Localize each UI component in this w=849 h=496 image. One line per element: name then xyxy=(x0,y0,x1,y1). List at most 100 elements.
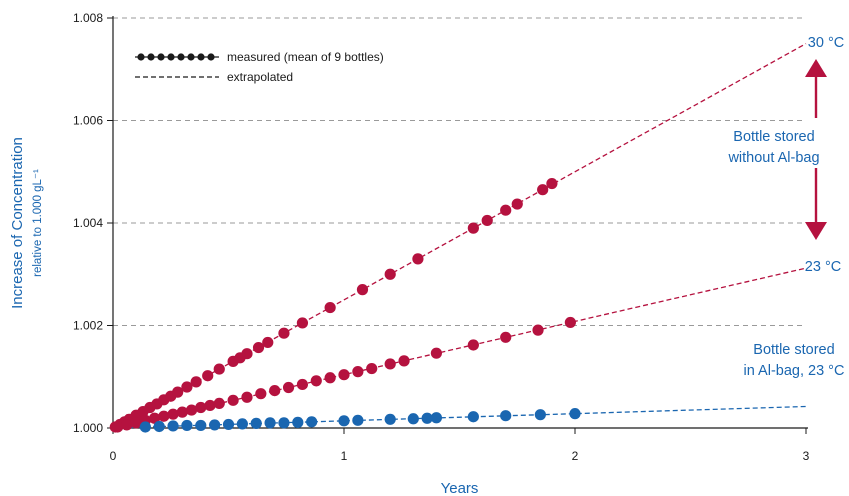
legend-marker xyxy=(137,53,145,61)
data-point xyxy=(139,421,151,433)
y-tick-label: 1.002 xyxy=(73,319,103,333)
data-point xyxy=(222,418,235,431)
data-point xyxy=(430,412,442,424)
data-point xyxy=(185,404,198,416)
data-point xyxy=(430,347,442,359)
x-tick-label: 3 xyxy=(803,449,810,463)
y-axis-title: Increase of Concentration xyxy=(9,137,26,309)
annotation-30c: 30 °C xyxy=(808,35,844,51)
data-point xyxy=(227,394,239,406)
data-point xyxy=(384,268,396,280)
data-point xyxy=(167,420,179,432)
data-point xyxy=(181,381,193,393)
legend-marker xyxy=(187,53,195,61)
data-point xyxy=(366,362,378,375)
data-point xyxy=(112,421,124,433)
data-point xyxy=(236,418,248,430)
data-point xyxy=(324,372,336,384)
data-point xyxy=(252,341,265,354)
data-point xyxy=(564,316,576,329)
data-point xyxy=(296,317,309,329)
annotation-without-al-bag: without Al-bag xyxy=(727,150,819,166)
annotations: 30 °C 23 °C Bottle stored without Al-bag Bot… xyxy=(727,35,844,379)
data-point xyxy=(181,419,193,432)
data-point xyxy=(278,417,290,429)
data-point xyxy=(282,381,295,394)
data-point xyxy=(153,420,165,433)
data-point xyxy=(532,324,544,336)
data-point xyxy=(202,370,214,382)
data-point xyxy=(241,348,253,360)
data-point xyxy=(148,412,161,424)
data-point xyxy=(195,419,207,432)
data-point xyxy=(292,416,304,428)
data-point xyxy=(384,358,396,370)
data-point xyxy=(195,401,207,414)
data-point xyxy=(356,284,369,296)
data-point xyxy=(241,391,253,403)
data-point xyxy=(264,417,276,429)
axis-titles: Years Increase of Concentration relative t… xyxy=(9,137,478,496)
data-point xyxy=(310,375,322,387)
x-tick-label: 2 xyxy=(572,449,579,463)
x-axis-title: Years xyxy=(441,480,479,496)
measured-points xyxy=(109,177,581,433)
data-point xyxy=(158,410,170,422)
legend-marker xyxy=(197,53,205,61)
data-point xyxy=(352,414,364,426)
data-point xyxy=(338,369,350,381)
data-point xyxy=(167,408,179,420)
data-point xyxy=(569,408,581,420)
y-tick-label: 1.008 xyxy=(73,11,103,25)
legend-marker xyxy=(147,53,155,61)
annotation-in-al-bag: Bottle stored xyxy=(753,342,834,358)
data-point xyxy=(500,331,512,343)
data-point xyxy=(407,413,419,425)
y-tick-label: 1.000 xyxy=(73,421,103,435)
data-point xyxy=(278,327,290,339)
data-point xyxy=(467,222,479,234)
y-axis-subtitle: relative to 1.000 gL⁻¹ xyxy=(32,169,44,277)
data-point xyxy=(324,301,336,314)
legend-label-measured: measured (mean of 9 bottles) xyxy=(227,50,384,64)
legend: measured (mean of 9 bottles) extrapolated xyxy=(135,50,384,84)
data-point xyxy=(176,406,188,418)
data-point xyxy=(204,399,216,412)
data-point xyxy=(209,419,221,431)
extrapolated-line xyxy=(112,267,807,429)
legend-marker xyxy=(167,53,175,61)
data-point xyxy=(262,336,274,349)
data-point xyxy=(481,214,493,227)
data-point xyxy=(306,416,318,428)
legend-marker xyxy=(177,53,185,61)
data-point xyxy=(546,177,558,190)
data-point xyxy=(338,415,350,427)
data-point xyxy=(534,409,546,421)
tick-labels: 1.000 1.002 1.004 1.006 1.008 0 1 2 3 xyxy=(73,11,810,463)
data-point xyxy=(213,363,225,375)
data-point xyxy=(250,417,262,429)
data-point xyxy=(130,417,142,429)
data-point xyxy=(398,355,410,367)
data-point xyxy=(296,378,309,391)
data-point xyxy=(172,386,184,398)
data-point xyxy=(121,419,133,431)
y-tick-label: 1.006 xyxy=(73,114,103,128)
data-point xyxy=(467,339,479,351)
data-point xyxy=(190,376,202,388)
data-point xyxy=(255,388,267,400)
data-point xyxy=(384,413,396,425)
data-point xyxy=(352,366,364,378)
data-point xyxy=(421,412,433,424)
x-tick-label: 1 xyxy=(341,449,348,463)
legend-marker xyxy=(207,53,215,61)
data-point xyxy=(412,253,424,265)
annotation-without-al-bag: Bottle stored xyxy=(733,129,814,145)
arrow-head-down xyxy=(805,222,827,240)
y-tick-label: 1.004 xyxy=(73,216,103,230)
data-point xyxy=(467,411,479,423)
annotation-23c: 23 °C xyxy=(805,259,841,275)
data-point xyxy=(213,397,225,409)
data-point xyxy=(537,184,549,196)
